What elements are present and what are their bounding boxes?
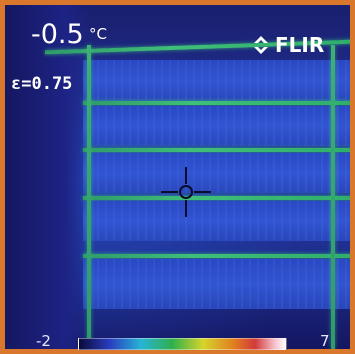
color-scale-bar <box>78 338 287 350</box>
brand-logo: FLIR <box>253 35 324 55</box>
roof-panel-row <box>83 153 350 193</box>
roof-panel-divider <box>83 196 350 200</box>
crosshair-icon <box>161 167 211 217</box>
roof-panel-row <box>83 201 350 241</box>
temperature-unit: °C <box>89 25 107 43</box>
dark-region <box>5 5 90 349</box>
roof-edge-line <box>87 45 91 349</box>
emissivity-readout: ε=0.75 <box>11 74 73 94</box>
roof-panel-row <box>83 259 350 309</box>
roof-panel-row <box>83 106 350 146</box>
roof-panel-divider <box>83 101 350 105</box>
thermal-image: -0.5 °C ε=0.75 FLIR <box>5 5 350 349</box>
roof-panel-divider <box>83 148 350 152</box>
roof-panel-row <box>83 60 350 102</box>
brand-name: FLIR <box>275 33 325 57</box>
scale-min-label: -2 <box>36 332 51 350</box>
scale-max-label: 7 <box>320 332 330 350</box>
roof-edge-line <box>331 45 335 349</box>
flir-diamond-icon <box>254 36 268 54</box>
temperature-readout: -0.5 <box>31 19 84 50</box>
roof-panel-divider <box>83 254 350 258</box>
